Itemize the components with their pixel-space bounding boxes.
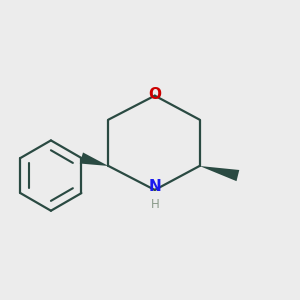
Polygon shape — [200, 166, 239, 181]
Text: H: H — [150, 198, 159, 211]
Text: O: O — [148, 87, 161, 102]
Text: N: N — [148, 178, 161, 194]
Polygon shape — [80, 152, 109, 166]
